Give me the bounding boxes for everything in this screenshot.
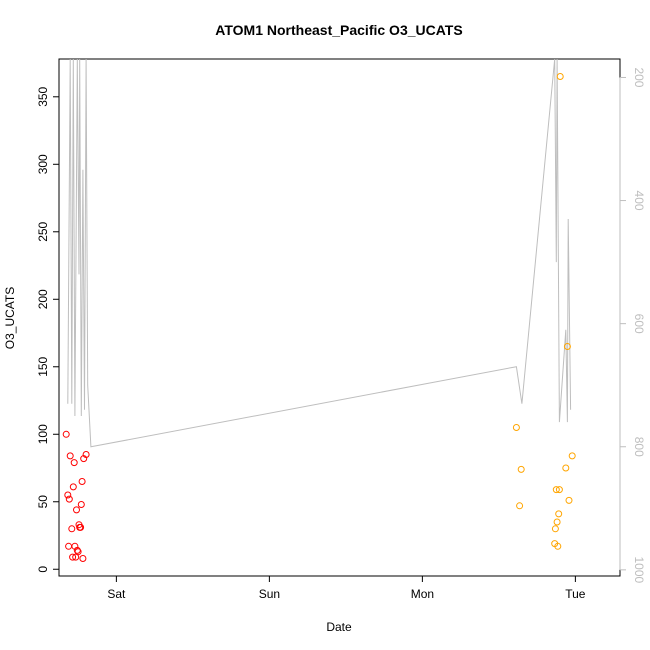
y-tick-label-1: 50 xyxy=(36,495,50,509)
data-point-s0-16 xyxy=(77,523,85,531)
data-point-s1-4 xyxy=(551,525,559,533)
secondary-line-layer xyxy=(67,58,572,448)
data-point-s1-13 xyxy=(565,496,573,504)
data-point-s1-2 xyxy=(517,465,525,473)
y2-tick-label-4: 1000 xyxy=(632,556,646,583)
data-point-s0-19 xyxy=(79,555,87,562)
y-tick-label-5: 250 xyxy=(36,221,50,241)
data-point-s0-17 xyxy=(77,501,85,508)
data-point-s0-18 xyxy=(78,478,86,485)
data-point-s0-3 xyxy=(65,495,73,503)
data-point-s0-1 xyxy=(64,491,72,499)
data-point-s0-7 xyxy=(69,483,77,491)
y2-tick-label-1: 400 xyxy=(632,191,646,211)
data-point-s0-8 xyxy=(70,459,78,467)
data-point-s1-5 xyxy=(552,486,560,494)
points-layer xyxy=(62,73,576,562)
data-point-s0-21 xyxy=(82,451,90,458)
data-point-s0-0 xyxy=(62,430,70,438)
data-point-s0-11 xyxy=(73,506,80,514)
data-point-s1-7 xyxy=(554,542,562,550)
data-point-s1-6 xyxy=(553,518,561,526)
y-tick-label-0: 0 xyxy=(36,566,50,573)
data-point-s1-10 xyxy=(556,73,564,80)
y-axis: 0 50 100 150 200 250 300 350 xyxy=(36,86,59,573)
data-point-s0-6 xyxy=(69,553,77,561)
y-tick-label-6: 300 xyxy=(36,154,50,174)
y-tick-label-3: 150 xyxy=(36,356,50,376)
data-point-s0-5 xyxy=(68,525,76,533)
x-tick-label-3: Tue xyxy=(565,587,586,601)
y-tick-label-7: 350 xyxy=(36,86,50,106)
data-point-s0-13 xyxy=(74,548,82,556)
x-tick-label-0: Sat xyxy=(107,587,126,601)
data-point-s0-12 xyxy=(73,546,81,554)
y2-tick-label-0: 200 xyxy=(632,67,646,87)
data-point-s0-4 xyxy=(66,452,74,460)
right-axis: 200 400 600 800 1000 xyxy=(619,67,646,584)
y-axis-label: O3_UCATS xyxy=(3,287,17,349)
y-tick-label-2: 100 xyxy=(36,424,50,444)
data-point-s1-9 xyxy=(555,486,563,494)
x-tick-label-2: Mon xyxy=(411,587,434,601)
y-tick-label-4: 200 xyxy=(36,289,50,309)
data-point-s1-8 xyxy=(555,510,563,518)
chart-title: ATOM1 Northeast_Pacific O3_UCATS xyxy=(215,22,462,38)
data-point-s1-11 xyxy=(562,464,570,472)
data-point-s0-2 xyxy=(65,542,73,550)
secondary-line xyxy=(67,58,572,448)
x-axis-label: Date xyxy=(326,620,352,634)
data-point-s1-1 xyxy=(516,502,524,510)
plot-frame xyxy=(58,58,621,577)
data-point-s1-14 xyxy=(568,452,576,460)
y2-tick-label-2: 600 xyxy=(632,314,646,334)
data-point-s1-0 xyxy=(512,424,520,431)
x-axis: Sat Sun Mon Tue xyxy=(107,576,586,601)
y2-tick-label-3: 800 xyxy=(632,437,646,457)
data-point-s1-12 xyxy=(563,343,571,350)
x-tick-label-1: Sun xyxy=(259,587,280,601)
